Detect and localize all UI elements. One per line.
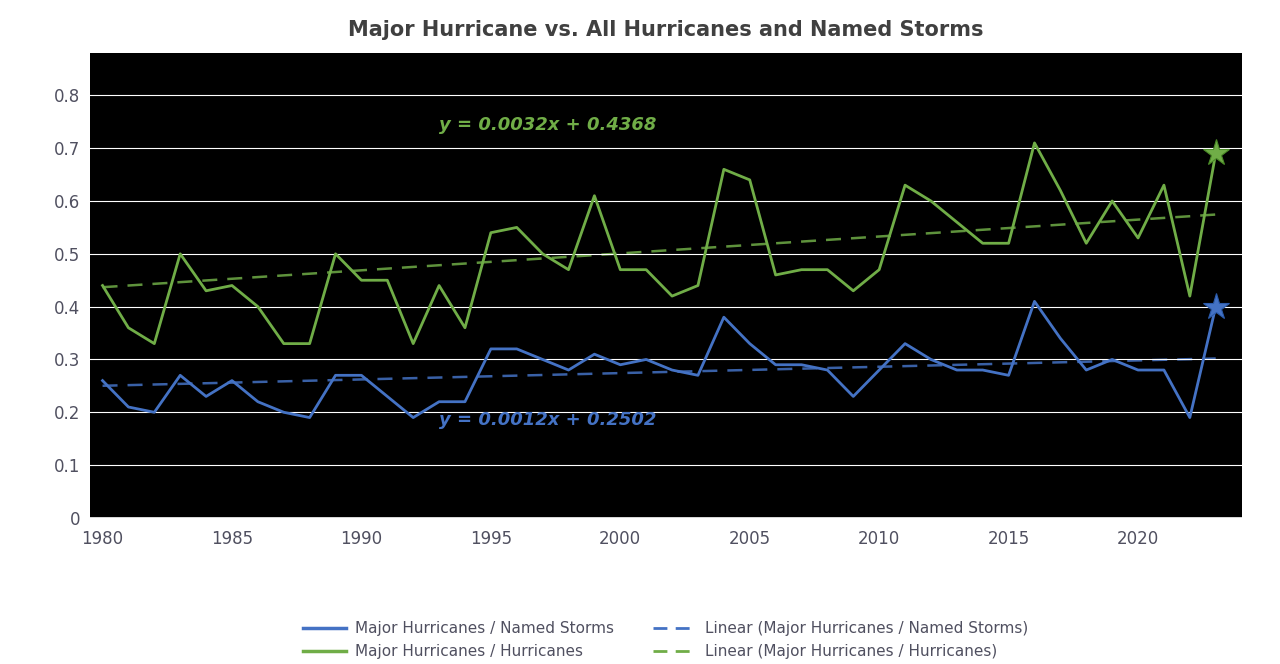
Text: y = 0.0012x + 0.2502: y = 0.0012x + 0.2502	[439, 412, 657, 430]
Text: y = 0.0032x + 0.4368: y = 0.0032x + 0.4368	[439, 116, 657, 133]
Legend: Major Hurricanes / Named Storms, Major Hurricanes / Hurricanes, Linear (Major Hu: Major Hurricanes / Named Storms, Major H…	[303, 622, 1028, 659]
Title: Major Hurricane vs. All Hurricanes and Named Storms: Major Hurricane vs. All Hurricanes and N…	[348, 21, 983, 41]
